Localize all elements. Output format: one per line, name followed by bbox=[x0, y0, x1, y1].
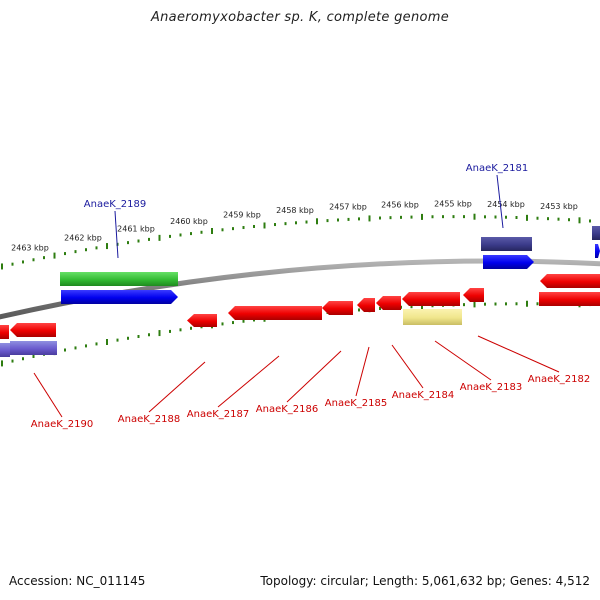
kbp-label: 2463 kbp bbox=[11, 243, 49, 252]
gene-label[interactable]: AnaeK_2189 bbox=[84, 199, 146, 210]
accession-text: Accession: NC_011145 bbox=[9, 574, 146, 588]
kbp-label: 2459 kbp bbox=[223, 211, 261, 220]
gene-label[interactable]: AnaeK_2185 bbox=[325, 398, 387, 409]
gene-label[interactable]: AnaeK_2190 bbox=[31, 419, 93, 430]
gene-feature-pale[interactable] bbox=[403, 309, 462, 325]
gene-feature-red[interactable] bbox=[228, 306, 322, 320]
gene-label-leader-line bbox=[217, 355, 280, 408]
gene-label-leader-line bbox=[148, 361, 206, 413]
gene-label[interactable]: AnaeK_2187 bbox=[187, 409, 249, 420]
gene-label[interactable]: AnaeK_2184 bbox=[392, 390, 454, 401]
kbp-label: 2453 kbp bbox=[540, 202, 578, 211]
gene-feature-blue[interactable] bbox=[483, 255, 534, 269]
gene-feature-navy[interactable] bbox=[481, 237, 532, 251]
kbp-label: 2456 kbp bbox=[381, 200, 419, 209]
gene-label-leader-line bbox=[114, 210, 119, 259]
gene-feature-red[interactable] bbox=[322, 301, 353, 315]
map-title: Anaeromyxobacter sp. K, complete genome bbox=[150, 10, 450, 25]
gene-feature-green[interactable] bbox=[60, 272, 178, 286]
gene-feature-red[interactable] bbox=[540, 274, 600, 288]
gene-feature-red[interactable] bbox=[10, 323, 56, 337]
gene-feature-navy[interactable] bbox=[592, 226, 600, 240]
kbp-label: 2458 kbp bbox=[276, 206, 314, 215]
gene-label-leader-line bbox=[496, 174, 504, 229]
gene-label-leader-line bbox=[477, 335, 560, 373]
gene-feature-red[interactable] bbox=[402, 292, 460, 306]
gene-label[interactable]: AnaeK_2183 bbox=[460, 382, 522, 393]
kbp-label: 2462 kbp bbox=[64, 233, 102, 242]
gene-label-leader-line bbox=[355, 346, 370, 397]
gene-label[interactable]: AnaeK_2188 bbox=[118, 414, 180, 425]
gene-label-leader-line bbox=[286, 350, 342, 403]
gene-feature-red[interactable] bbox=[539, 292, 600, 306]
gene-label-leader-line bbox=[391, 344, 424, 389]
kbp-label: 2457 kbp bbox=[329, 202, 367, 211]
kbp-label: 2460 kbp bbox=[170, 217, 208, 226]
kbp-label: 2454 kbp bbox=[487, 200, 525, 209]
gene-label-leader-line bbox=[33, 372, 63, 418]
gene-label-leader-line bbox=[434, 340, 492, 381]
kbp-label: 2455 kbp bbox=[434, 200, 472, 209]
gene-feature-blue[interactable] bbox=[595, 244, 600, 258]
genome-summary-text: Topology: circular; Length: 5,061,632 bp… bbox=[260, 574, 590, 588]
gene-feature-red[interactable] bbox=[0, 325, 9, 339]
gene-label[interactable]: AnaeK_2182 bbox=[528, 374, 590, 385]
gene-feature-blue[interactable] bbox=[61, 290, 178, 304]
gene-feature-red[interactable] bbox=[463, 288, 484, 302]
gene-feature-red[interactable] bbox=[376, 296, 401, 310]
kbp-ticks: 2463 kbp 2462 kbp 2461 kbp 2460 kbp 2459 kbp… bbox=[1, 200, 591, 367]
gene-feature-purple[interactable] bbox=[10, 341, 57, 355]
gene-feature-red[interactable] bbox=[187, 314, 217, 327]
gene-label[interactable]: AnaeK_2181 bbox=[466, 163, 528, 174]
kbp-label: 2461 kbp bbox=[117, 224, 155, 233]
gene-feature-purple[interactable] bbox=[0, 343, 10, 357]
gene-labels: AnaeK_2189 AnaeK_2181 AnaeK_2190 AnaeK_2188… bbox=[31, 163, 590, 430]
gene-feature-red[interactable] bbox=[357, 298, 375, 312]
gene-features bbox=[0, 226, 600, 357]
gene-label[interactable]: AnaeK_2186 bbox=[256, 404, 318, 415]
